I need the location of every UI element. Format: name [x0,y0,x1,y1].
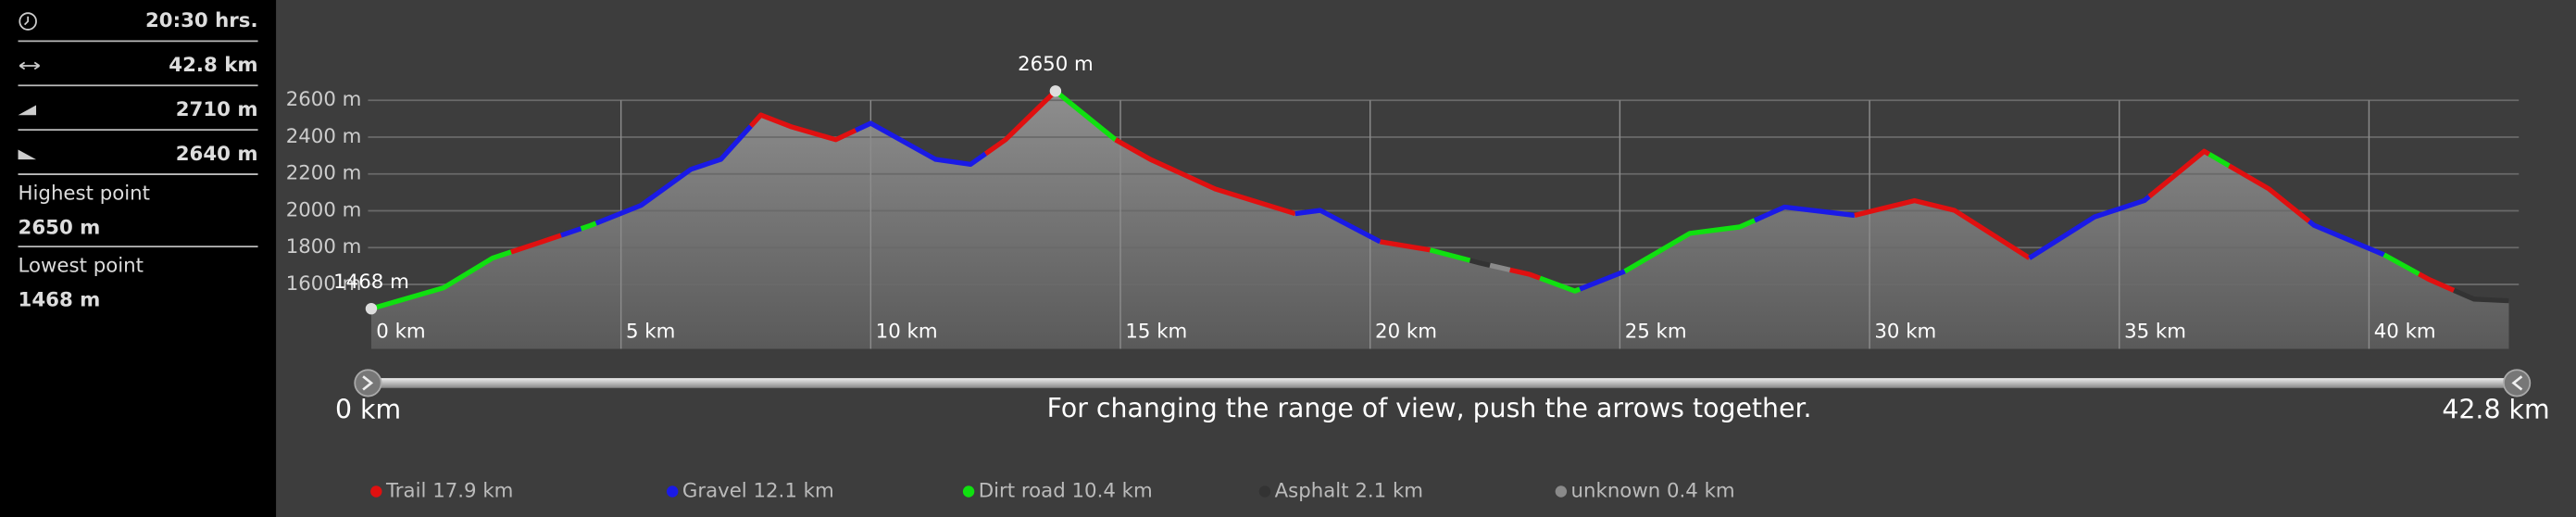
y-tick-label: 1600 m [286,272,362,296]
surface-segment [2382,252,2420,276]
surface-segment [2453,287,2509,304]
ascent: 2710 m [176,98,258,121]
descent: 2640 m [176,143,258,166]
surface-segment [1854,197,2032,260]
annotation-dot [365,302,378,315]
surface-segment [1294,208,1382,245]
surface-segment [1509,267,1542,281]
legend-swatch [1555,485,1568,498]
lowest-value: 1468 m [19,289,101,312]
range-slider: 0 km For changing the range of view, pus… [335,369,2550,425]
y-tick-label: 2000 m [286,198,362,221]
surface-segment [1380,239,1431,253]
arrow [362,375,374,391]
legend-swatch [1258,485,1271,498]
legend-swatch [962,485,975,498]
surface-segment [2307,219,2385,258]
surface-segment [1469,258,1491,268]
surface-segment [510,233,562,255]
surface-segment [1429,247,1471,263]
legend-swatch [370,485,382,498]
surface-segment [2228,163,2311,223]
surface-segment [580,221,597,232]
surface-segment [1623,218,1757,274]
x-tick-label: 25 km [1625,320,1687,343]
y-tick-label: 2200 m [286,162,362,185]
surface-segment [1114,137,1296,217]
x-tick-label: 20 km [1375,320,1437,343]
y-tick-label: 2400 m [286,125,362,148]
slider-handle-right[interactable] [2503,369,2532,397]
legend-label: Dirt road 10.4 km [979,479,1153,502]
x-tick-label: 10 km [876,320,938,343]
surface-segment [1753,204,1856,223]
legend-label: Trail 17.9 km [385,479,513,502]
surface-segment [2147,148,2211,199]
duration: 20:30 hrs. [145,9,258,32]
legend-swatch [666,485,679,498]
surface-segment [594,124,753,226]
highest-value: 2650 m [19,217,101,240]
surface-segment [2028,195,2151,260]
arrow [2511,375,2523,391]
surface-segment [560,226,582,238]
surface-segment [855,120,987,168]
clock-icon [19,12,37,31]
x-tick-label: 30 km [1874,320,1936,343]
sidebar: 20:30 hrs. 42.8 km 2710 m 2640 m Highest… [0,0,277,517]
ascent-icon [18,105,37,116]
x-tick-label: 15 km [1125,320,1187,343]
surface-segment [2207,152,2231,169]
annotation-dot [1049,85,1062,97]
distance-icon [19,61,41,70]
x-tick-label: 5 km [626,320,675,343]
surface-segment [1579,269,1626,292]
x-tick-label: 0 km [376,320,425,343]
slider-end: 42.8 km [2442,395,2549,425]
surface-segment [370,249,512,311]
surface-segment [1054,89,1118,142]
x-tick-label: 35 km [2124,320,2186,343]
highest-label: Highest point [19,182,150,205]
surface-segment [1489,262,1511,272]
lowest-label: Lowest point [19,254,144,277]
surface-segment [748,112,857,143]
surface-segment [983,89,1057,157]
legend-label: unknown 0.4 km [1571,479,1735,502]
annotation-label: 1468 m [333,271,409,294]
clock-hand [23,16,30,26]
surface-segment [2418,271,2456,293]
slider-start: 0 km [335,395,401,425]
slider-handle-left[interactable] [354,369,382,397]
annotation-label: 2650 m [1018,53,1094,76]
legend-label: Gravel 12.1 km [682,479,834,502]
y-tick-label: 2600 m [286,88,362,111]
descent-icon [18,149,37,160]
surface-segment [1539,275,1582,294]
slider-track [368,378,2518,388]
x-tick-label: 40 km [2374,320,2436,343]
y-tick-label: 1800 m [286,235,362,258]
slider-hint: For changing the range of view, push the… [1047,393,1812,423]
legend-label: Asphalt 2.1 km [1275,479,1423,502]
distance: 42.8 km [169,54,257,77]
